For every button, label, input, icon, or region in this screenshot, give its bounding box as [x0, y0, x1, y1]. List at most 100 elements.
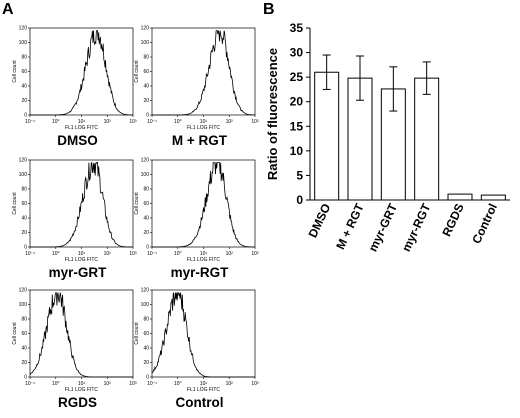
- histogram-panel: 0 20 40 60 80 100 120 10⁻¹ 10⁰ 10¹ 10² 10³ FL1 LOG F…: [134, 158, 259, 280]
- y-tick-label: 0: [146, 375, 149, 381]
- category-label: Control: [469, 201, 500, 246]
- y-tick-label: 0: [24, 245, 27, 251]
- y-tick-label: 120: [19, 288, 28, 294]
- x-axis-title: FL1 LOG FITC: [187, 125, 220, 131]
- x-tick-label: 10⁻¹: [25, 119, 35, 125]
- x-tick-label: 10¹: [200, 119, 208, 125]
- y-tick-label: 80: [21, 55, 27, 61]
- x-tick-label: 10²: [104, 251, 112, 257]
- x-tick-label: 10³: [251, 251, 259, 257]
- x-tick-label: 10¹: [78, 251, 86, 257]
- y-tick-label: 20: [143, 360, 149, 366]
- y-tick-label: 30: [290, 46, 304, 60]
- y-tick-label: 40: [21, 216, 27, 222]
- y-tick-label: 100: [19, 40, 28, 46]
- y-tick-label: 0: [146, 245, 149, 251]
- x-tick-label: 10¹: [78, 381, 86, 387]
- x-tick-label: 10³: [251, 381, 259, 387]
- x-tick-label: 10²: [226, 251, 234, 257]
- histogram-curve: [152, 162, 255, 248]
- y-tick-label: 60: [143, 69, 149, 75]
- y-tick-label: 120: [141, 288, 150, 294]
- y-tick-label: 40: [143, 216, 149, 222]
- y-tick-label: 15: [290, 119, 304, 133]
- x-tick-label: 10³: [129, 381, 137, 387]
- x-tick-label: 10⁻¹: [25, 251, 35, 257]
- histogram-curve: [29, 292, 133, 378]
- x-tick-label: 10⁻¹: [147, 119, 157, 125]
- category-label: RGDS: [439, 201, 466, 238]
- x-tick-label: 10³: [129, 119, 137, 125]
- y-tick-label: 20: [21, 230, 27, 236]
- x-axis-title: FL1 LOG FITC: [65, 257, 98, 263]
- y-tick-label: 40: [143, 84, 149, 90]
- y-tick-label: 100: [141, 302, 150, 308]
- y-axis-title: Cell count: [134, 322, 140, 345]
- x-tick-label: 10¹: [78, 119, 86, 125]
- y-tick-label: 35: [290, 21, 304, 35]
- y-tick-label: 120: [19, 158, 28, 164]
- x-tick-label: 10²: [104, 119, 112, 125]
- x-tick-label: 10⁰: [174, 381, 182, 387]
- x-tick-label: 10³: [129, 251, 137, 257]
- y-tick-label: 120: [141, 26, 150, 32]
- x-tick-label: 10⁻¹: [147, 251, 157, 257]
- x-tick-label: 10²: [104, 381, 112, 387]
- histogram-curve: [152, 30, 255, 116]
- y-tick-label: 40: [143, 346, 149, 352]
- histogram-curve: [151, 292, 255, 378]
- histogram-label: DMSO: [57, 133, 98, 148]
- y-tick-label: 80: [21, 187, 27, 193]
- x-tick-label: 10⁰: [174, 119, 182, 125]
- category-label: myr-GRT: [366, 201, 401, 254]
- x-tick-label: 10⁰: [52, 381, 60, 387]
- y-tick-label: 25: [290, 70, 304, 84]
- category-label: DMSO: [305, 201, 333, 240]
- y-tick-label: 20: [21, 360, 27, 366]
- y-axis-title: Cell count: [12, 322, 18, 345]
- plot-frame: [151, 159, 256, 248]
- y-tick-label: 0: [24, 113, 27, 119]
- bar: [414, 77, 440, 201]
- x-tick-label: 10²: [226, 119, 234, 125]
- panel-letter-a: A: [2, 1, 14, 18]
- y-tick-label: 20: [143, 98, 149, 104]
- x-axis-title: FL1 LOG FITC: [65, 387, 98, 393]
- y-tick-label: 120: [141, 158, 150, 164]
- y-tick-label: 60: [21, 201, 27, 207]
- category-label: myr-RGT: [399, 201, 434, 254]
- histogram-panel: 0 20 40 60 80 100 120 10⁻¹ 10⁰ 10¹ 10² 10³ FL1 LOG F…: [12, 158, 137, 280]
- x-tick-label: 10³: [251, 119, 259, 125]
- y-tick-label: 100: [141, 40, 150, 46]
- x-tick-label: 10⁻¹: [25, 381, 35, 387]
- y-tick-label: 60: [21, 331, 27, 337]
- histogram-grid: 0 20 40 60 80 100 120 10⁻¹ 10⁰ 10¹ 10² 10³ FL1 LOG F…: [12, 26, 259, 410]
- x-tick-label: 10¹: [200, 251, 208, 257]
- x-tick-label: 10¹: [200, 381, 208, 387]
- x-tick-label: 10²: [226, 381, 234, 387]
- y-axis-title: Cell count: [12, 192, 18, 215]
- y-tick-label: 40: [21, 346, 27, 352]
- bar: [447, 193, 473, 201]
- x-tick-label: 10⁻¹: [147, 381, 157, 387]
- x-tick-label: 10⁰: [174, 251, 182, 257]
- histogram-label: M + RGT: [172, 133, 228, 148]
- histogram-panel: 0 20 40 60 80 100 120 10⁻¹ 10⁰ 10¹ 10² 10³ FL1 LOG F…: [12, 288, 137, 410]
- histogram-curve: [30, 161, 133, 248]
- category-label: M + RGT: [333, 201, 367, 252]
- x-axis-title: FL1 LOG FITC: [65, 125, 98, 131]
- y-tick-label: 100: [19, 172, 28, 178]
- histogram-panel: 0 20 40 60 80 100 120 10⁻¹ 10⁰ 10¹ 10² 10³ FL1 LOG F…: [134, 288, 259, 410]
- y-tick-label: 0: [24, 375, 27, 381]
- x-axis-title: FL1 LOG FITC: [187, 257, 220, 263]
- plot-frame: [29, 159, 134, 248]
- y-axis-title: Cell count: [134, 60, 140, 83]
- y-tick-label: 0: [146, 113, 149, 119]
- bar: [314, 71, 340, 201]
- y-tick-label: 20: [143, 230, 149, 236]
- bar-chart: 0 5 10 15 20 25 30 35 Ratio of fluorescence DMSO M…: [265, 21, 510, 254]
- bar: [480, 194, 506, 201]
- y-tick-label: 10: [290, 144, 304, 158]
- y-tick-label: 80: [143, 55, 149, 61]
